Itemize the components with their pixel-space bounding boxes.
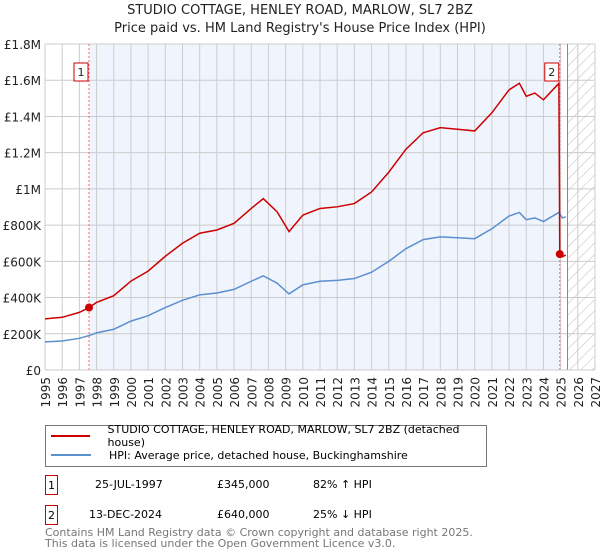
x-tick-label: 2009 [280,377,294,408]
x-tick-label: 2027 [589,377,600,408]
y-tick-label: £800K [3,219,43,233]
footer-attribution: Contains HM Land Registry data © Crown c… [45,527,473,549]
sale-date: 25-JUL-1997 [95,478,163,491]
x-tick-label: 1999 [108,377,122,408]
x-tick-label: 1997 [73,377,87,408]
x-tick-label: 2018 [434,377,448,408]
x-tick-label: 2005 [211,377,225,408]
x-tick-label: 1996 [56,377,70,408]
chart-subtitle: Price paid vs. HM Land Registry's House … [114,21,486,36]
sale-point [85,303,93,312]
forecast-hatch [567,44,595,370]
x-tick-label: 2013 [348,377,362,408]
x-tick-label: 2026 [572,377,586,408]
sale-marker-badge: 2 [45,505,58,525]
x-tick-label: 2008 [262,377,276,408]
x-tick-label: 2010 [297,377,311,408]
y-tick-label: £1.6M [4,74,41,88]
price-line [44,81,567,320]
x-tick-label: 2000 [125,377,139,408]
sale-marker-label: 1 [78,66,85,79]
x-tick-label: 1995 [39,377,53,408]
legend: STUDIO COTTAGE, HENLEY ROAD, MARLOW, SL7… [45,423,487,467]
sale-point [555,250,564,259]
y-tick-label: £200K [3,328,43,342]
x-tick-label: 2023 [520,377,534,408]
y-tick-label: £1M [15,183,41,197]
x-tick-label: 2003 [177,377,191,408]
sale-hpi-diff: 82% ↑ HPI [313,478,372,491]
x-tick-label: 2001 [142,377,156,408]
sale-marker-label: 2 [548,66,555,79]
y-tick-label: £600K [3,255,43,269]
chart-title: STUDIO COTTAGE, HENLEY ROAD, MARLOW, SL7… [127,3,473,18]
y-tick-label: £400K [3,292,43,306]
x-tick-label: 2011 [314,377,328,408]
sale-price: £640,000 [217,508,270,521]
x-tick-label: 2025 [555,377,569,408]
x-tick-label: 2014 [366,377,380,408]
legend-swatch-red [51,435,90,437]
x-tick-label: 2004 [194,377,208,408]
x-tick-label: 2017 [417,377,431,408]
x-tick-label: 2024 [537,377,551,408]
x-tick-label: 2006 [228,377,242,408]
x-tick-label: 2015 [383,377,397,408]
legend-label: STUDIO COTTAGE, HENLEY ROAD, MARLOW, SL7… [107,423,460,449]
sale-marker-box [544,62,560,82]
x-tick-label: 2022 [503,377,517,408]
x-tick-label: 2002 [159,377,173,408]
sale-price: £345,000 [217,478,270,491]
x-tick-label: 2021 [486,377,500,408]
sale-hpi-diff: 25% ↓ HPI [313,508,372,521]
hpi-line [44,211,566,343]
x-tick-label: 2007 [245,377,259,408]
y-tick-label: £1.8M [4,38,41,52]
plot-area: 1995 1996 1997 1998 1999 2000 2001 2002 2003 2004… [3,38,600,408]
footer-line: This data is licensed under the Open Gov… [45,537,396,550]
y-tick-label: £1.4M [4,110,41,124]
x-tick-label: 1998 [91,377,105,408]
legend-item-hpi: HPI: Average price, detached house, Buck… [46,446,408,464]
x-tick-label: 2019 [452,377,466,408]
x-tick-label: 2012 [331,377,345,408]
legend-swatch-blue [51,454,91,456]
legend-item-property: STUDIO COTTAGE, HENLEY ROAD, MARLOW, SL7… [46,423,486,449]
sale-date: 13-DEC-2024 [89,508,163,521]
y-tick-label: £0 [26,364,41,378]
sale-marker-badge: 1 [45,475,58,495]
legend-label: HPI: Average price, detached house, Buck… [109,448,408,462]
x-tick-label: 2020 [469,377,483,408]
sale-marker-box [73,62,89,82]
x-tick-label: 2016 [400,377,414,408]
sale-period-shading [89,44,560,370]
footer-line: Contains HM Land Registry data © Crown c… [45,526,473,539]
y-tick-label: £1.2M [4,147,41,161]
